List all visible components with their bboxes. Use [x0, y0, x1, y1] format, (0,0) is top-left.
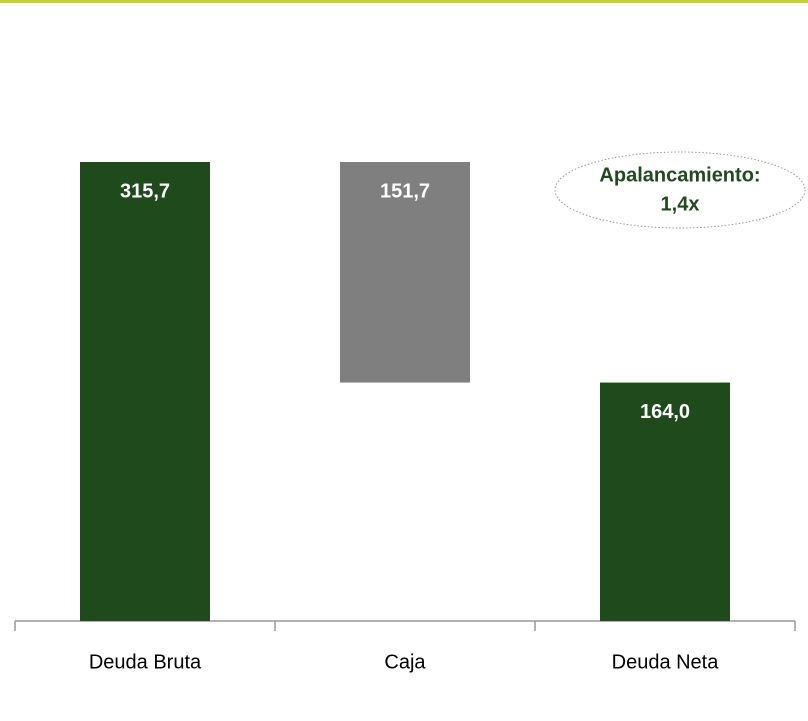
x-tick-label: Deuda Neta	[612, 651, 720, 673]
x-tick-label: Caja	[384, 651, 426, 673]
bar	[340, 162, 470, 383]
annotation-bubble	[554, 151, 806, 229]
annotation: 1,4x	[661, 193, 700, 215]
top-rule	[0, 0, 808, 3]
bar	[80, 162, 210, 621]
value-label: 164,0	[640, 401, 690, 423]
x-tick-label: Deuda Bruta	[89, 651, 202, 673]
annotation: Apalancamiento:	[599, 164, 760, 186]
bar	[600, 382, 730, 621]
value-label: 151,7	[380, 180, 430, 202]
value-label: 315,7	[120, 180, 170, 202]
